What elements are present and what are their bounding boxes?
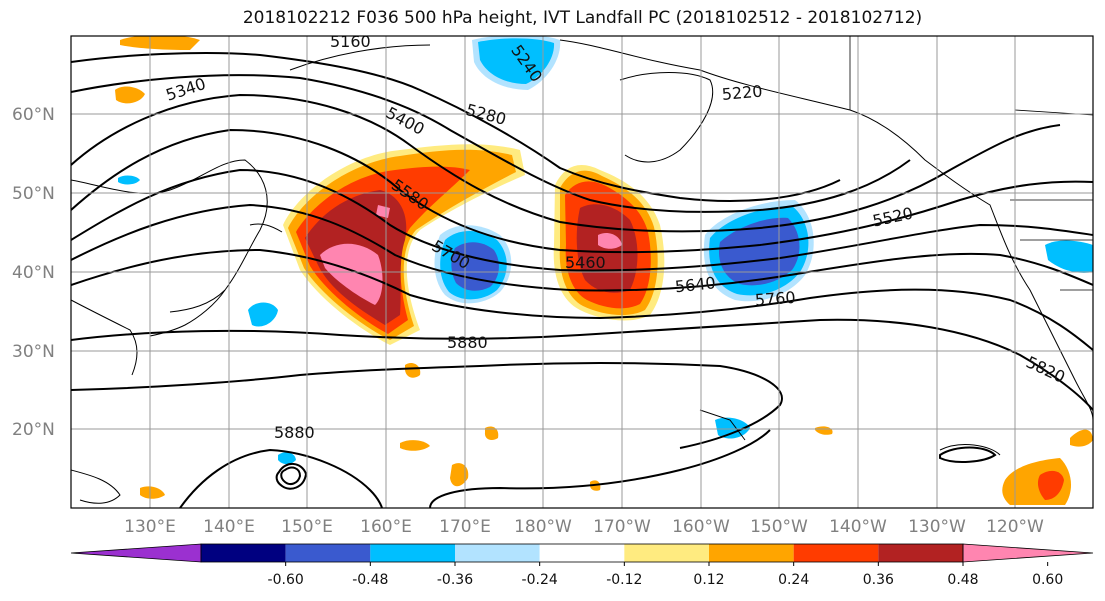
lon-tick-label: 170°W [593,517,651,537]
lat-tick-label: 40°N [12,263,55,283]
lon-tick-label: 140°E [203,517,255,537]
colorbar-tick-label: 0.48 [947,572,978,588]
colorbar-ticks: -0.60 -0.48 -0.36 -0.24 -0.12 0.12 0.24 0.36 0.4… [268,562,1063,588]
contour-label: 5880 [274,423,315,442]
colorbar-tick-label: 0.12 [693,572,724,588]
lon-tick-label: 150°W [750,517,808,537]
colorbar-tick-label: 0.36 [863,572,894,588]
colorbar-tick-label: -0.48 [352,572,388,588]
lat-tick-label: 60°N [12,105,55,125]
colorbar-segment [370,544,455,562]
graticule [71,36,1093,508]
longitude-axis: 130°E 140°E 150°E 160°E 170°E 180°W 170°… [124,517,1044,537]
colorbar-segment [455,544,540,562]
colorbar-tick-label: 0.24 [778,572,809,588]
colorbar: -0.60 -0.48 -0.36 -0.24 -0.12 0.12 0.24 0.36 0.4… [70,543,1094,588]
height-contours [71,51,1093,508]
colorbar-segment [539,544,625,562]
lon-tick-label: 180°W [514,517,572,537]
contour-label: 5460 [565,253,606,272]
lon-tick-label: 150°E [281,517,333,537]
contour-label: 5640 [674,273,716,296]
colorbar-tick-label: -0.24 [522,572,558,588]
contour-label: 5760 [754,288,796,310]
colorbar-arrow-low [70,543,202,563]
contour-label: 5160 [330,32,371,51]
colorbar-segment [285,544,371,562]
colorbar-tick-label: 0.60 [1032,572,1063,588]
lon-tick-label: 130°E [124,517,176,537]
colorbar-tick-label: -0.36 [437,572,473,588]
colorbar-arrow-high [962,543,1094,563]
lon-tick-label: 160°E [360,517,412,537]
contour-label: 5880 [447,333,488,352]
colorbar-tick-label: -0.12 [606,572,642,588]
colorbar-outline [200,543,964,563]
colorbar-segment [709,544,794,562]
lat-tick-label: 50°N [12,184,55,204]
latitude-axis: 60°N 50°N 40°N 30°N 20°N [12,105,55,440]
lat-tick-label: 20°N [12,420,55,440]
map-frame [70,35,1094,509]
lon-tick-label: 120°W [986,517,1044,537]
lon-tick-label: 140°W [829,517,887,537]
colorbar-tick-label: -0.60 [268,572,304,588]
colorbar-segment [624,544,709,562]
map-title: 2018102212 F036 500 hPa height, IVT Land… [242,8,923,28]
lon-tick-label: 160°W [672,517,730,537]
contour-label: 5220 [721,82,763,104]
lon-tick-label: 170°E [439,517,491,537]
colorbar-segment [878,544,963,562]
colorbar-segment [201,544,286,562]
colorbar-segments [70,543,1094,563]
lat-tick-label: 30°N [12,342,55,362]
colorbar-segment [793,544,879,562]
lon-tick-label: 130°W [908,517,966,537]
